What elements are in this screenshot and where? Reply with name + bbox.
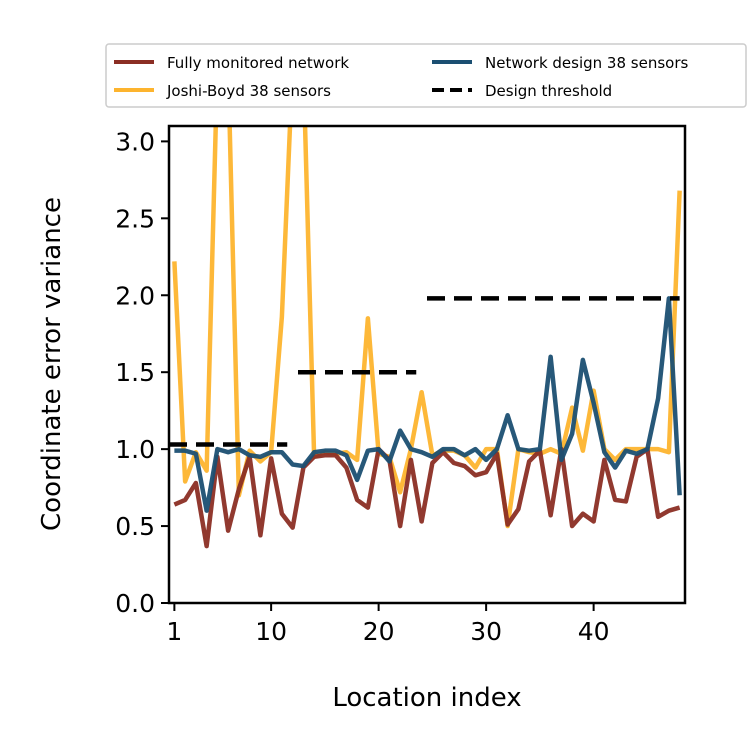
legend-label-network-design: Network design 38 sensors: [485, 54, 688, 72]
legend-frame: [105, 43, 747, 108]
y-tick-label: 0.0: [115, 589, 155, 618]
series-line-network-design-38-sensors: [174, 296, 682, 513]
plot-frame: [167, 124, 687, 605]
legend: Fully monitored network Network design 3…: [105, 43, 747, 108]
series-line-fully-monitored-network: [173, 446, 681, 549]
legend-label-design-threshold: Design threshold: [485, 82, 612, 100]
y-axis-label: Coordinate error variance: [37, 197, 67, 531]
y-tick-label: 2.0: [115, 281, 155, 310]
x-axis: 1 10 20 30 40: [166, 603, 610, 646]
y-tick-label: 1.0: [115, 435, 155, 464]
x-axis-label: Location index: [332, 683, 521, 713]
y-axis: 0.0 0.5 1.0 1.5 2.0 2.5 3.0: [115, 127, 169, 618]
legend-label-joshi-boyd: Joshi-Boyd 38 sensors: [166, 82, 331, 100]
y-tick-label: 0.5: [115, 512, 155, 541]
series-line-joshi-boyd-38-sensors: [172, 126, 682, 529]
y-tick-label: 1.5: [115, 358, 155, 387]
threshold-layer: [169, 296, 680, 447]
y-tick-label: 3.0: [115, 127, 155, 156]
x-tick-label: 10: [255, 617, 287, 646]
x-tick-label: 30: [470, 617, 502, 646]
x-tick-label: 40: [578, 617, 610, 646]
x-tick-label: 20: [363, 617, 395, 646]
legend-label-fully-monitored: Fully monitored network: [167, 54, 349, 72]
x-tick-label: 1: [166, 617, 182, 646]
series-layer: [172, 126, 682, 549]
y-tick-label: 2.5: [115, 204, 155, 233]
